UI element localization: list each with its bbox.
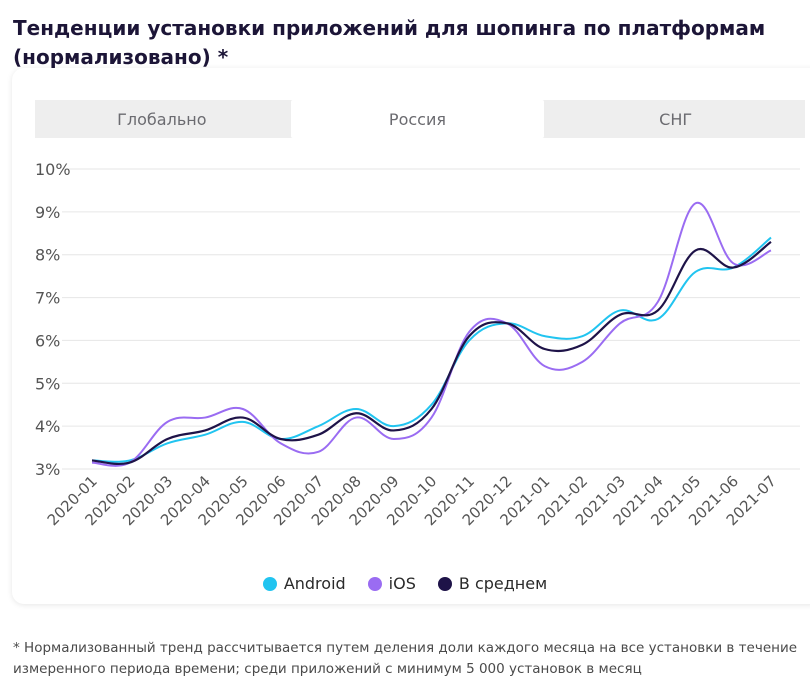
- legend-marker-average: [437, 576, 452, 591]
- y-tick-label: 10%: [35, 160, 71, 179]
- legend-marker-ios: [367, 576, 382, 591]
- y-tick-label: 3%: [35, 460, 60, 479]
- y-tick-label: 8%: [35, 246, 60, 265]
- series-line-android: [91, 236, 772, 463]
- tab-russia[interactable]: Россия: [290, 100, 545, 138]
- legend-item-ios[interactable]: iOS: [367, 574, 416, 593]
- chart-card: [12, 68, 810, 604]
- y-tick-label: 7%: [35, 289, 60, 308]
- legend-marker-android: [262, 576, 277, 591]
- series-line-ios: [91, 202, 772, 467]
- chart-legend: Android iOS В среднем: [0, 574, 810, 593]
- page-title: Тенденции установки приложений для шопин…: [13, 16, 766, 69]
- region-tabs: Глобально Россия СНГ: [35, 100, 805, 138]
- footnote: * Нормализованный тренд рассчитывается п…: [13, 640, 798, 677]
- tab-global[interactable]: Глобально: [117, 109, 207, 129]
- y-tick-label: 5%: [35, 374, 60, 393]
- legend-label-android: Android: [283, 574, 346, 593]
- tab-cis[interactable]: СНГ: [659, 109, 693, 129]
- legend-label-ios: iOS: [388, 574, 416, 593]
- y-tick-label: 6%: [35, 331, 60, 350]
- legend-item-android[interactable]: Android: [262, 574, 346, 593]
- legend-label-average: В среднем: [458, 574, 548, 593]
- legend-item-average[interactable]: В среднем: [437, 574, 548, 593]
- series-line-average: [91, 240, 772, 466]
- y-tick-label: 9%: [35, 203, 60, 222]
- y-tick-label: 4%: [35, 417, 60, 436]
